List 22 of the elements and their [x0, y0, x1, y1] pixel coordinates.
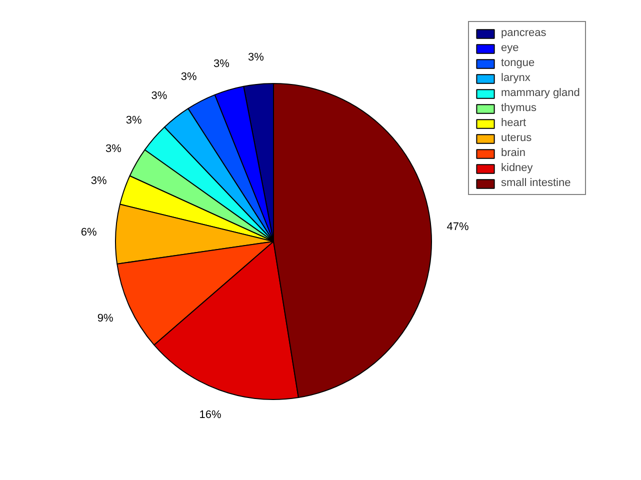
legend-label: heart — [501, 117, 526, 129]
legend-label: tongue — [501, 57, 535, 69]
data-label: 16% — [199, 409, 222, 422]
data-label: 3% — [213, 58, 230, 70]
legend-label: larynx — [501, 72, 530, 84]
data-label: 3% — [105, 143, 122, 156]
data-label: 3% — [90, 175, 107, 188]
legend-label: thymus — [501, 102, 536, 114]
data-label: 9% — [97, 312, 114, 324]
legend-label: pancreas — [501, 27, 546, 39]
legend-label: brain — [501, 147, 526, 159]
data-label: 3% — [126, 114, 142, 126]
data-label: 47% — [446, 220, 470, 233]
data-label: 6% — [80, 226, 98, 239]
data-label: 3% — [151, 90, 168, 102]
legend-label: kidney — [501, 162, 533, 174]
data-label: 3% — [248, 51, 264, 64]
data-label: 3% — [180, 71, 197, 84]
legend-label: mammary gland — [501, 87, 580, 99]
legend-label: uterus — [501, 132, 532, 144]
legend-label: small intestine — [501, 177, 571, 189]
legend-label: eye — [501, 42, 520, 54]
